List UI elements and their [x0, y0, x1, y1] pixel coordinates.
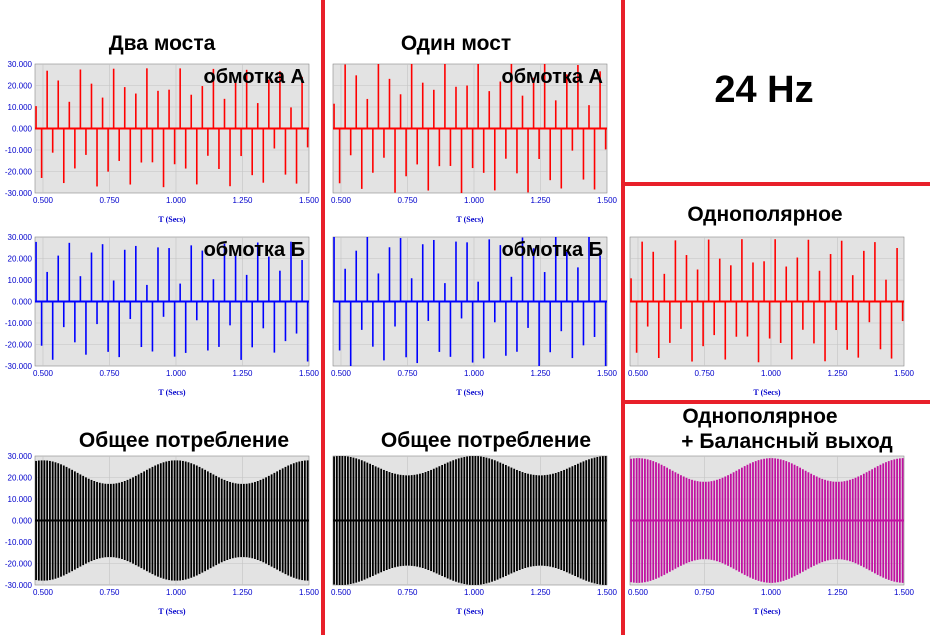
y-tick-label: -10.000 [5, 538, 33, 547]
chart-two-bridges-winding-b: 30.000 20.000 10.000 0.000 -10.000 -20.000 -30… [5, 233, 320, 397]
x-tick-label: 0.750 [694, 588, 715, 597]
x-tick-label: 1.250 [232, 588, 253, 597]
x-tick-label: 0.750 [694, 369, 715, 378]
x-tick-label: 1.250 [827, 588, 848, 597]
y-tick-label: 10.000 [8, 103, 33, 112]
y-tick-label: -20.000 [5, 168, 33, 177]
x-tick-label: 0.500 [33, 369, 54, 378]
x-tick-label: 1.000 [464, 196, 485, 205]
chart-title: обмотка Б [204, 239, 305, 261]
chart-two-bridges-total: 30.000 20.000 10.000 0.000 -10.000 -20.000 -30… [5, 452, 320, 616]
heading-obshchee-left: Общее потребление [79, 429, 289, 452]
x-axis-label: T (Secs) [753, 607, 781, 616]
y-tick-label: 10.000 [8, 495, 33, 504]
x-tick-label: 1.500 [597, 369, 618, 378]
heading-dva-mosta: Два моста [109, 32, 216, 55]
x-tick-label: 1.500 [894, 588, 915, 597]
signal-series [630, 239, 904, 363]
x-tick-label: 0.500 [628, 588, 649, 597]
x-tick-label: 0.750 [397, 196, 418, 205]
signal-series [333, 237, 607, 366]
chart-unipolar-balanced: 0.500 0.750 1.000 1.250 1.500 T (Secs) [628, 455, 915, 616]
y-tick-label: 20.000 [8, 474, 33, 483]
x-tick-label: 0.500 [331, 196, 352, 205]
y-tick-label: -10.000 [5, 146, 33, 155]
x-axis-label: T (Secs) [158, 607, 186, 616]
y-tick-label: -30.000 [5, 581, 33, 590]
x-tick-label: 1.500 [299, 196, 320, 205]
x-tick-label: 1.500 [299, 369, 320, 378]
y-tick-label: -20.000 [5, 341, 33, 350]
x-tick-label: 1.250 [232, 369, 253, 378]
chart-unipolar: 0.500 0.750 1.000 1.250 1.500 T (Secs) [628, 236, 915, 397]
x-tick-label: 0.500 [628, 369, 649, 378]
x-tick-label: 1.250 [827, 369, 848, 378]
y-tick-label: -30.000 [5, 362, 33, 371]
y-tick-label: -20.000 [5, 560, 33, 569]
y-tick-label: 30.000 [8, 60, 33, 69]
x-tick-label: 1.250 [232, 196, 253, 205]
chart-title: обмотка А [204, 66, 305, 88]
heading-odnopolyarnoe: Однополярное [687, 203, 842, 226]
y-tick-label: 30.000 [8, 233, 33, 242]
x-tick-label: 1.000 [761, 369, 782, 378]
y-tick-label: 0.000 [12, 517, 33, 526]
chart-one-bridge-total: 0.500 0.750 1.000 1.250 1.500 T (Secs) [331, 455, 618, 616]
x-axis-label: T (Secs) [456, 215, 484, 224]
x-axis-label: T (Secs) [158, 388, 186, 397]
x-tick-label: 1.500 [597, 588, 618, 597]
x-axis-label: T (Secs) [456, 607, 484, 616]
x-axis-label: T (Secs) [158, 215, 186, 224]
x-tick-label: 1.250 [530, 196, 551, 205]
x-tick-label: 0.750 [99, 369, 120, 378]
signal-series [333, 64, 607, 193]
x-tick-label: 0.750 [99, 196, 120, 205]
heading-odnopolyarnoe-balanced-line2: + Балансный выход [681, 430, 893, 453]
y-tick-label: -30.000 [5, 189, 33, 198]
heading-frequency: 24 Hz [714, 69, 813, 111]
heading-odin-most: Один мост [401, 32, 511, 55]
y-tick-label: 30.000 [8, 452, 33, 461]
chart-one-bridge-winding-a: 0.500 0.750 1.000 1.250 1.500 T (Secs) обмотка… [331, 63, 618, 224]
x-tick-label: 1.000 [464, 369, 485, 378]
dividers [321, 0, 930, 635]
chart-one-bridge-winding-b: 0.500 0.750 1.000 1.250 1.500 T (Secs) обмотка… [331, 236, 618, 397]
y-tick-label: 0.000 [12, 298, 33, 307]
x-tick-label: 1.000 [166, 196, 187, 205]
x-tick-label: 1.250 [530, 369, 551, 378]
y-tick-label: -10.000 [5, 319, 33, 328]
x-axis-label: T (Secs) [456, 388, 484, 397]
x-tick-label: 1.000 [166, 588, 187, 597]
y-tick-label: 0.000 [12, 125, 33, 134]
x-tick-label: 1.500 [299, 588, 320, 597]
x-tick-label: 0.500 [331, 588, 352, 597]
x-tick-label: 1.250 [530, 588, 551, 597]
chart-title: обмотка Б [502, 239, 603, 261]
y-tick-label: 20.000 [8, 82, 33, 91]
x-tick-label: 0.750 [99, 588, 120, 597]
heading-obshchee-middle: Общее потребление [381, 429, 591, 452]
chart-title: обмотка А [502, 66, 603, 88]
heading-odnopolyarnoe-balanced-line1: Однополярное [682, 405, 837, 428]
x-tick-label: 0.750 [397, 588, 418, 597]
signal-series [35, 68, 309, 188]
y-tick-label: 10.000 [8, 276, 33, 285]
y-tick-label: 20.000 [8, 255, 33, 264]
x-tick-label: 1.000 [166, 369, 187, 378]
x-tick-label: 0.500 [331, 369, 352, 378]
x-tick-label: 1.500 [894, 369, 915, 378]
x-tick-label: 1.500 [597, 196, 618, 205]
x-tick-label: 0.500 [33, 196, 54, 205]
chart-two-bridges-winding-a: 30.000 20.000 10.000 0.000 -10.000 -20.000 -30… [5, 60, 320, 224]
x-tick-label: 0.500 [33, 588, 54, 597]
signal-series [35, 241, 309, 362]
x-axis-label: T (Secs) [753, 388, 781, 397]
x-tick-label: 1.000 [761, 588, 782, 597]
x-tick-label: 1.000 [464, 588, 485, 597]
x-tick-label: 0.750 [397, 369, 418, 378]
